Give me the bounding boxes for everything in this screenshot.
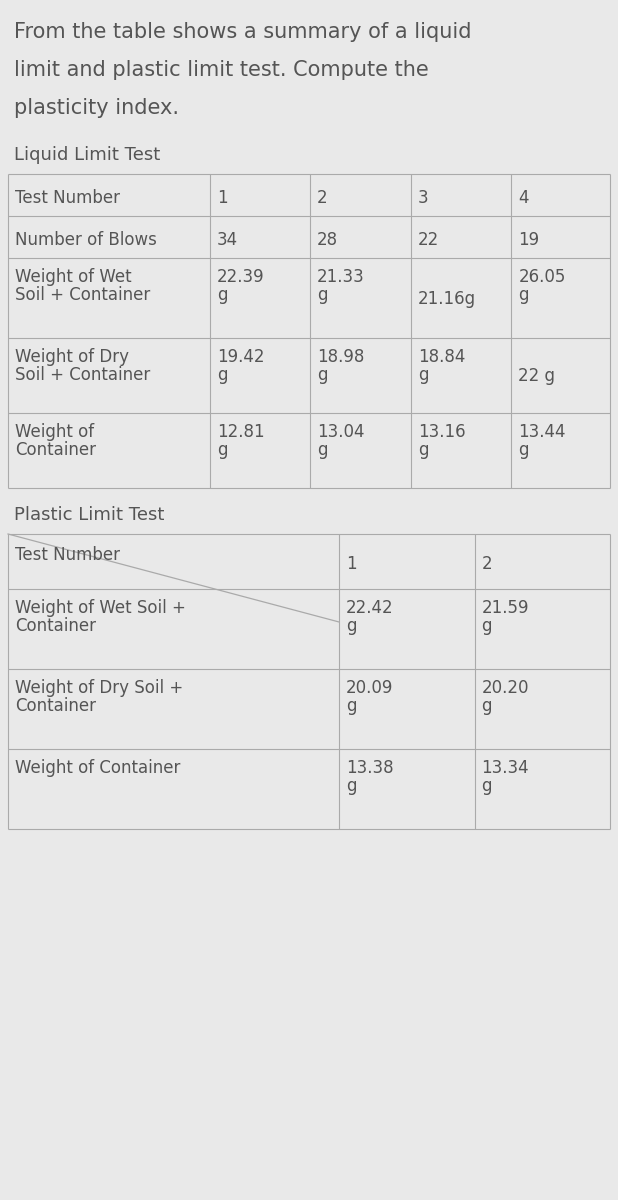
Text: 13.04: 13.04 bbox=[317, 422, 365, 440]
Text: 26.05: 26.05 bbox=[519, 268, 565, 286]
Text: Liquid Limit Test: Liquid Limit Test bbox=[14, 146, 160, 164]
Text: Weight of Wet Soil +: Weight of Wet Soil + bbox=[15, 599, 186, 617]
Text: 22.42: 22.42 bbox=[346, 599, 394, 617]
Text: g: g bbox=[317, 286, 328, 304]
Text: g: g bbox=[217, 366, 227, 384]
Text: 2: 2 bbox=[317, 188, 328, 206]
Text: 1: 1 bbox=[346, 554, 357, 572]
Text: Plastic Limit Test: Plastic Limit Test bbox=[14, 506, 164, 524]
Text: 13.44: 13.44 bbox=[519, 422, 565, 440]
Text: 22 g: 22 g bbox=[519, 367, 555, 385]
Text: 20.20: 20.20 bbox=[481, 679, 529, 697]
Text: Weight of Dry Soil +: Weight of Dry Soil + bbox=[15, 679, 184, 697]
Text: 21.33: 21.33 bbox=[317, 268, 365, 286]
Text: g: g bbox=[346, 697, 357, 715]
Text: g: g bbox=[346, 617, 357, 635]
Text: From the table shows a summary of a liquid: From the table shows a summary of a liqu… bbox=[14, 22, 472, 42]
Text: g: g bbox=[519, 440, 529, 458]
Text: Weight of: Weight of bbox=[15, 422, 94, 440]
Text: Number of Blows: Number of Blows bbox=[15, 230, 157, 248]
Text: 18.98: 18.98 bbox=[317, 348, 365, 366]
Text: 22.39: 22.39 bbox=[217, 268, 265, 286]
Text: Container: Container bbox=[15, 697, 96, 715]
Text: g: g bbox=[317, 440, 328, 458]
Text: g: g bbox=[217, 286, 227, 304]
Text: 1: 1 bbox=[217, 188, 227, 206]
Text: 12.81: 12.81 bbox=[217, 422, 265, 440]
Text: Weight of Container: Weight of Container bbox=[15, 758, 180, 778]
Text: Weight of Wet: Weight of Wet bbox=[15, 268, 132, 286]
Text: Soil + Container: Soil + Container bbox=[15, 286, 150, 304]
Text: 28: 28 bbox=[317, 230, 338, 248]
Text: 19.42: 19.42 bbox=[217, 348, 264, 366]
Text: 13.38: 13.38 bbox=[346, 758, 394, 778]
Text: Container: Container bbox=[15, 617, 96, 635]
Text: 3: 3 bbox=[418, 188, 428, 206]
Text: g: g bbox=[217, 440, 227, 458]
Text: Weight of Dry: Weight of Dry bbox=[15, 348, 129, 366]
Text: Test Number: Test Number bbox=[15, 546, 120, 564]
Text: g: g bbox=[519, 286, 529, 304]
Text: limit and plastic limit test. Compute the: limit and plastic limit test. Compute th… bbox=[14, 60, 429, 80]
Text: 13.34: 13.34 bbox=[481, 758, 529, 778]
Text: g: g bbox=[481, 778, 492, 794]
Text: g: g bbox=[481, 697, 492, 715]
Text: Test Number: Test Number bbox=[15, 188, 120, 206]
Text: 34: 34 bbox=[217, 230, 238, 248]
Text: 22: 22 bbox=[418, 230, 439, 248]
Text: 4: 4 bbox=[519, 188, 529, 206]
Text: 21.16g: 21.16g bbox=[418, 290, 476, 308]
Text: g: g bbox=[317, 366, 328, 384]
Text: 2: 2 bbox=[481, 554, 492, 572]
Text: g: g bbox=[346, 778, 357, 794]
Text: g: g bbox=[418, 440, 428, 458]
Text: 18.84: 18.84 bbox=[418, 348, 465, 366]
Text: g: g bbox=[418, 366, 428, 384]
Text: plasticity index.: plasticity index. bbox=[14, 98, 179, 118]
Text: 21.59: 21.59 bbox=[481, 599, 529, 617]
Text: g: g bbox=[481, 617, 492, 635]
Text: 20.09: 20.09 bbox=[346, 679, 394, 697]
Text: Container: Container bbox=[15, 440, 96, 458]
Text: 13.16: 13.16 bbox=[418, 422, 465, 440]
Text: Soil + Container: Soil + Container bbox=[15, 366, 150, 384]
Text: 19: 19 bbox=[519, 230, 540, 248]
